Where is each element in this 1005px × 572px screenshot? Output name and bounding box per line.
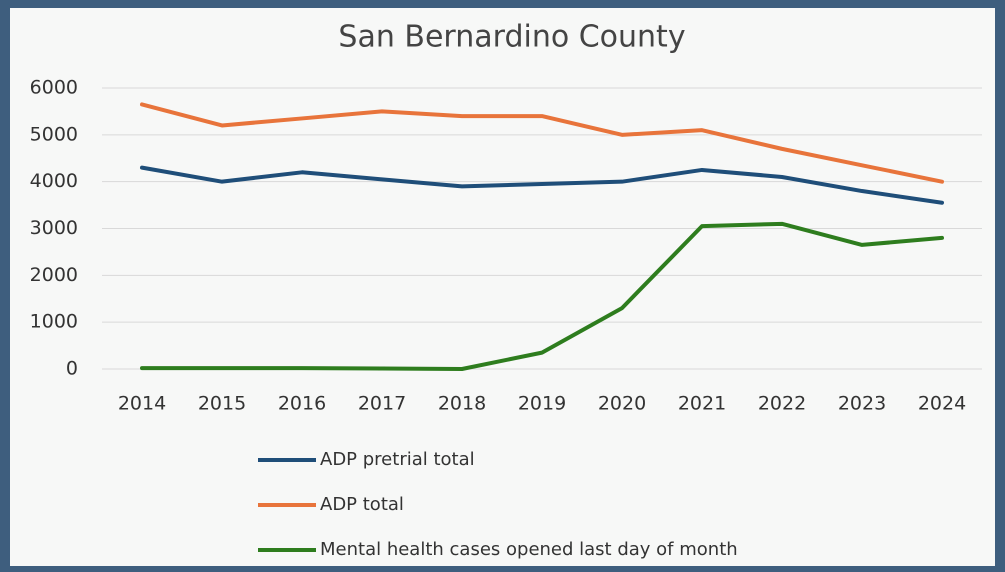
- y-tick-label: 1000: [30, 311, 78, 333]
- series-line: [140, 221, 944, 371]
- x-tick-label: 2020: [598, 393, 646, 415]
- y-tick-label: 3000: [30, 217, 78, 239]
- x-tick-label: 2022: [758, 393, 806, 415]
- x-tick-label: 2018: [438, 393, 486, 415]
- x-tick-label: 2015: [198, 393, 246, 415]
- x-tick-label: 2017: [358, 393, 406, 415]
- legend-label: ADP pretrial total: [320, 449, 475, 470]
- chart-background: [10, 8, 995, 566]
- x-tick-label: 2019: [518, 393, 566, 415]
- y-tick-label: 5000: [30, 123, 78, 145]
- legend-label: Mental health cases opened last day of m…: [320, 539, 738, 560]
- x-tick-label: 2021: [678, 393, 726, 415]
- y-tick-label: 6000: [30, 77, 78, 99]
- y-tick-label: 4000: [30, 170, 78, 192]
- series-line: [140, 102, 944, 184]
- legend-label: ADP total: [320, 494, 404, 515]
- x-tick-label: 2014: [118, 393, 166, 415]
- x-tick-label: 2024: [918, 393, 966, 415]
- y-tick-label: 0: [66, 358, 78, 380]
- y-tick-label: 2000: [30, 264, 78, 286]
- x-tick-label: 2016: [278, 393, 326, 415]
- chart-title: San Bernardino County: [338, 20, 685, 55]
- x-tick-label: 2023: [838, 393, 886, 415]
- series-line: [140, 165, 944, 205]
